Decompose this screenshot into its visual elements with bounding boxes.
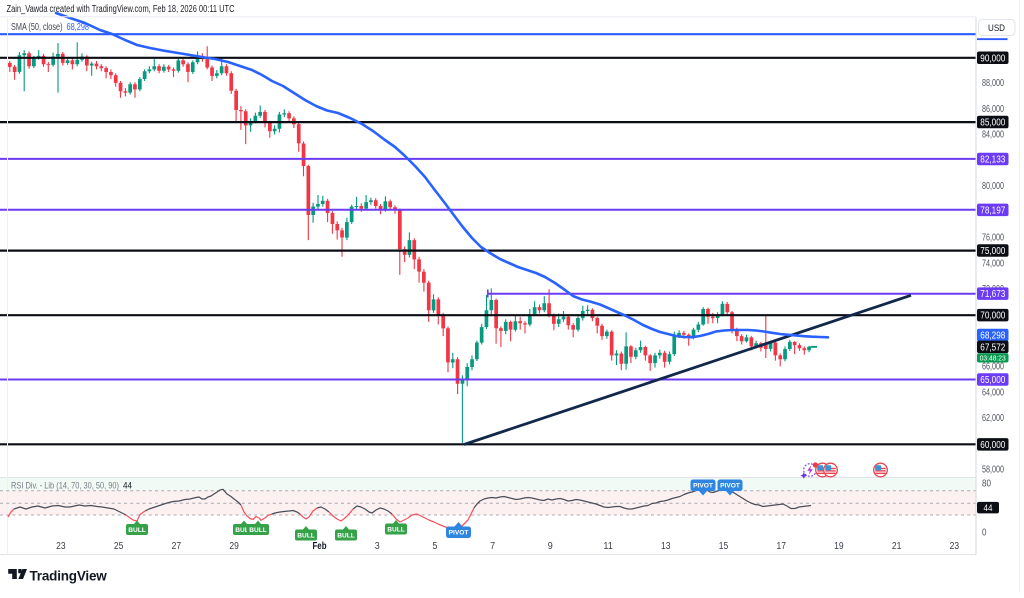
svg-text:86,000: 86,000 — [982, 104, 1004, 115]
svg-text:USD: USD — [988, 23, 1005, 34]
svg-text:11: 11 — [603, 541, 613, 552]
svg-text:29: 29 — [229, 541, 239, 552]
svg-text:58,000: 58,000 — [982, 465, 1004, 476]
svg-text:68,298: 68,298 — [67, 22, 90, 33]
svg-text:78,197: 78,197 — [980, 205, 1005, 216]
svg-text:70,000: 70,000 — [980, 311, 1005, 322]
svg-text:BULL: BULL — [297, 533, 315, 540]
svg-text:74,000: 74,000 — [982, 259, 1004, 270]
svg-text:03:48:23: 03:48:23 — [980, 353, 1006, 362]
svg-text:BULL: BULL — [249, 527, 267, 534]
svg-text:82,133: 82,133 — [980, 154, 1005, 165]
svg-text:80: 80 — [982, 478, 991, 489]
svg-text:PIVOT: PIVOT — [449, 530, 469, 537]
svg-text:21: 21 — [892, 541, 902, 552]
svg-text:84,000: 84,000 — [982, 130, 1004, 141]
svg-text:23: 23 — [950, 541, 960, 552]
svg-text:PIVOT: PIVOT — [693, 483, 713, 490]
svg-text:71,673: 71,673 — [980, 289, 1005, 300]
svg-text:25: 25 — [114, 541, 124, 552]
svg-text:RSI Div. - Lib (14, 70, 30, 50: RSI Div. - Lib (14, 70, 30, 50, 90) — [11, 481, 119, 491]
svg-text:27: 27 — [172, 541, 182, 552]
svg-text:0: 0 — [982, 528, 987, 539]
svg-text:80,000: 80,000 — [982, 181, 1004, 192]
svg-text:SMA (50, close): SMA (50, close) — [11, 22, 63, 33]
svg-text:67,572: 67,572 — [980, 342, 1005, 353]
svg-text:TradingView: TradingView — [30, 569, 108, 584]
svg-text:62,000: 62,000 — [982, 413, 1004, 424]
svg-text:23: 23 — [56, 541, 66, 552]
svg-text:76,000: 76,000 — [982, 233, 1004, 244]
svg-text:13: 13 — [661, 541, 671, 552]
svg-text:19: 19 — [834, 541, 844, 552]
svg-text:BULL: BULL — [337, 533, 355, 540]
svg-text:BULL: BULL — [235, 527, 253, 534]
svg-text:BULL: BULL — [387, 527, 405, 534]
svg-text:90,000: 90,000 — [980, 53, 1005, 64]
svg-text:44: 44 — [984, 503, 993, 514]
svg-text:88,000: 88,000 — [982, 78, 1004, 89]
svg-text:64,000: 64,000 — [982, 387, 1004, 398]
svg-text:3: 3 — [375, 541, 380, 552]
svg-text:17: 17 — [776, 541, 786, 552]
svg-text:68,298: 68,298 — [980, 331, 1005, 342]
svg-text:60,000: 60,000 — [980, 440, 1005, 451]
svg-text:Zain_Vawda created with Tradin: Zain_Vawda created with TradingView.com,… — [7, 4, 235, 15]
svg-text:Feb: Feb — [313, 541, 327, 552]
svg-text:BULL: BULL — [128, 527, 146, 534]
svg-text:15: 15 — [719, 541, 729, 552]
svg-text:PIVOT: PIVOT — [720, 483, 740, 490]
svg-text:44: 44 — [123, 481, 132, 491]
svg-text:85,000: 85,000 — [980, 118, 1005, 129]
svg-text:9: 9 — [548, 541, 553, 552]
svg-text:66,000: 66,000 — [982, 362, 1004, 373]
svg-text:5: 5 — [432, 541, 437, 552]
svg-text:7: 7 — [490, 541, 495, 552]
svg-text:75,000: 75,000 — [980, 246, 1005, 257]
svg-text:65,000: 65,000 — [980, 375, 1005, 386]
